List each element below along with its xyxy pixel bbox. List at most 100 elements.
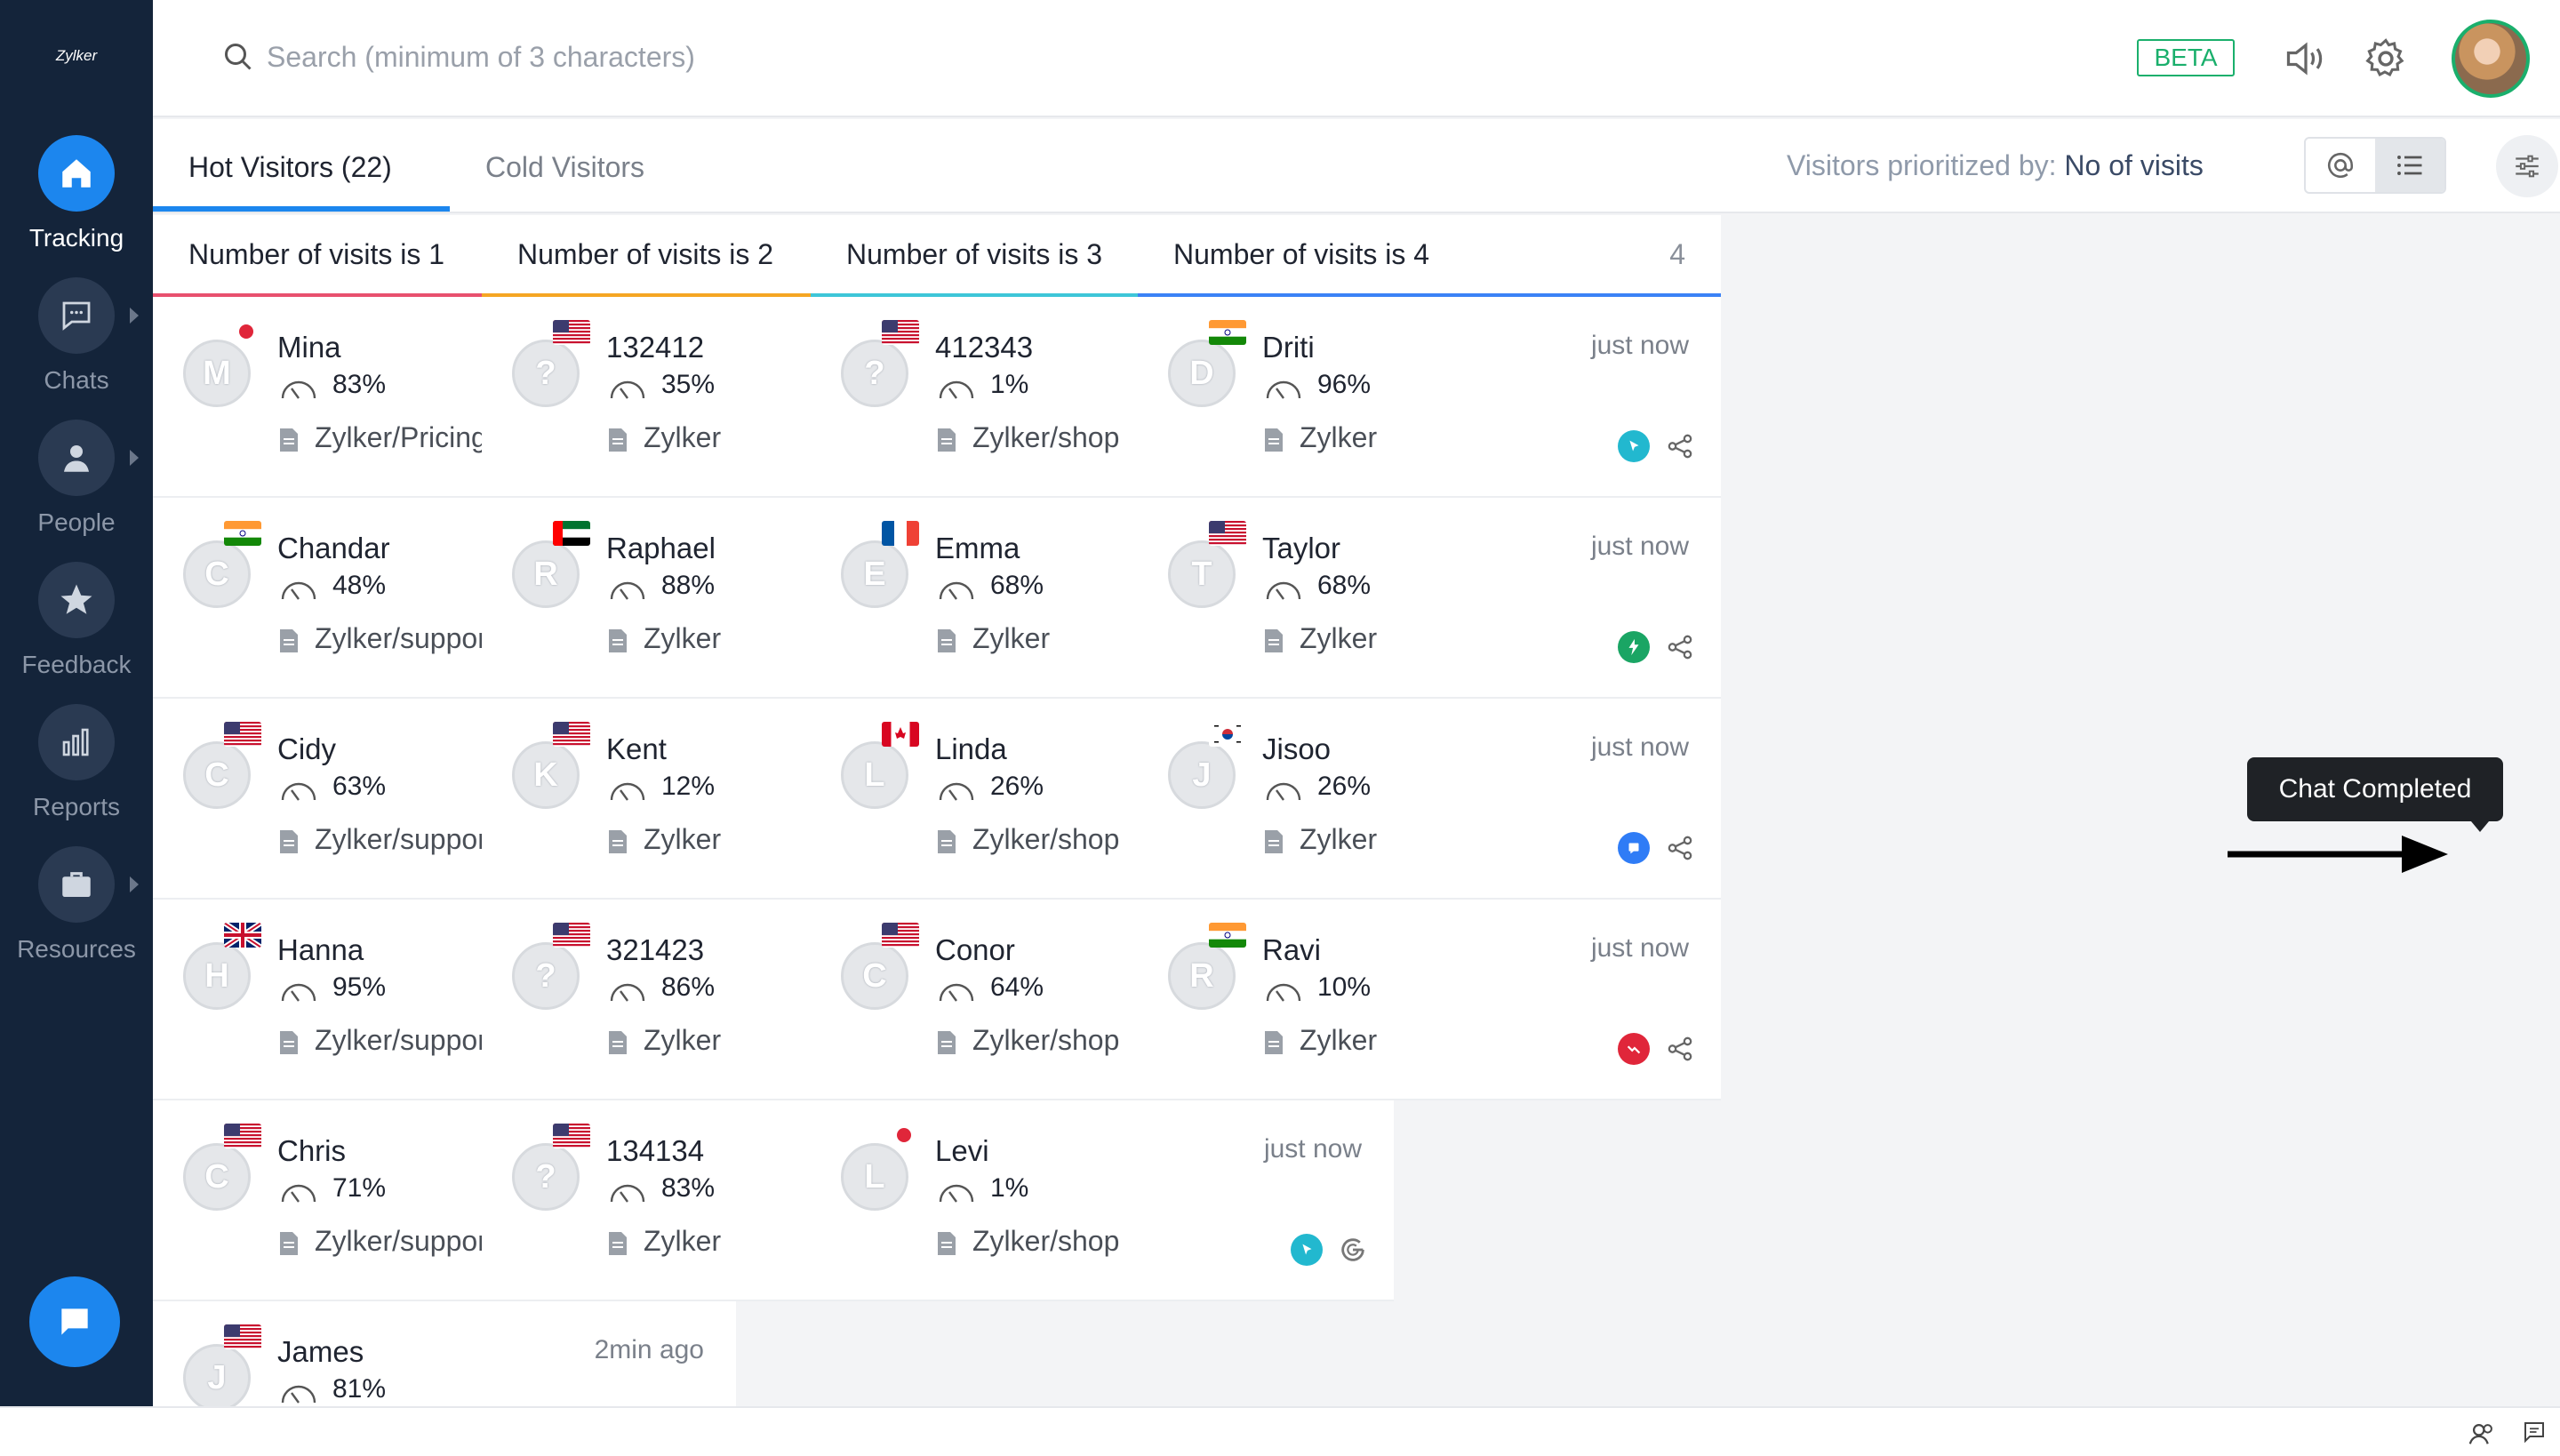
visitor-score: 26% xyxy=(990,772,1044,801)
visitor-avatar: ? xyxy=(512,1143,580,1211)
visitor-page[interactable]: Zylker/shop xyxy=(972,1024,1120,1056)
expand-caret-icon[interactable] xyxy=(130,308,139,324)
gauge-icon xyxy=(281,581,316,600)
page-icon xyxy=(280,629,298,652)
visitor-avatar: D xyxy=(1168,340,1236,407)
search-input[interactable] xyxy=(267,34,1067,80)
visitor-page[interactable]: Zylker xyxy=(1300,823,1378,855)
gauge-icon xyxy=(1266,380,1301,399)
message-icon[interactable] xyxy=(2521,1419,2548,1445)
tab-cold-visitors[interactable]: Cold Visitors xyxy=(485,151,645,183)
gear-icon[interactable] xyxy=(2363,36,2409,82)
visitor-page[interactable]: Zylker/support xyxy=(315,1024,495,1056)
flag-us-icon xyxy=(882,320,919,345)
google-icon[interactable] xyxy=(1335,1232,1371,1268)
visitor-page[interactable]: Zylker xyxy=(644,1225,722,1257)
visitor-board: Number of visits is 16MMina1min ago83%Zy… xyxy=(153,215,2560,1408)
missed-chat-icon[interactable] xyxy=(1618,1033,1650,1065)
page-icon xyxy=(609,629,627,652)
visitor-card[interactable]: R Ravi just now 10% Zylker xyxy=(1138,900,1721,1100)
visitor-avatar: ? xyxy=(841,340,908,407)
sidebar-item-tracking[interactable]: Tracking xyxy=(0,135,153,268)
visitor-name: 412343 xyxy=(935,331,1034,364)
visitor-page[interactable]: Zylker/support xyxy=(315,1225,495,1257)
visitor-name: Jisoo xyxy=(1262,732,1332,765)
visitor-card[interactable]: L Levi just now 1% Zylker/shop xyxy=(811,1100,1394,1301)
visitor-page[interactable]: Zylker/support xyxy=(315,622,495,654)
visitor-score: 35% xyxy=(661,370,716,399)
bar-chart-icon-circle xyxy=(38,704,115,780)
filter-button[interactable] xyxy=(2496,135,2558,197)
flag-us-icon xyxy=(1209,521,1246,546)
column-title: Number of visits is 2 xyxy=(517,238,774,270)
column-header: Number of visits is 4 4 xyxy=(1138,215,1721,297)
page-icon xyxy=(280,830,298,853)
share-icon[interactable] xyxy=(1662,629,1698,665)
visitor-avatar: L xyxy=(841,1143,908,1211)
column-title: Number of visits is 3 xyxy=(846,238,1103,270)
visitors-icon[interactable] xyxy=(2468,1419,2498,1449)
visitor-card[interactable]: T Taylor just now 68% Zylker xyxy=(1138,498,1721,699)
sidebar-item-people[interactable]: People xyxy=(0,420,153,553)
visitor-page[interactable]: Zylker/support xyxy=(315,823,495,855)
visitor-page[interactable]: Zylker/shop xyxy=(972,421,1120,453)
visitor-time: just now xyxy=(1590,732,1689,762)
gauge-icon xyxy=(1266,782,1301,801)
visitor-name: 132412 xyxy=(606,331,705,364)
sidebar-item-label: Chats xyxy=(44,366,109,394)
tab-hot-visitors[interactable]: Hot Visitors (22) xyxy=(188,151,392,183)
mention-view-button[interactable] xyxy=(2306,139,2375,192)
lightning-icon[interactable] xyxy=(1618,631,1650,663)
sidebar-item-resources[interactable]: Resources xyxy=(0,846,153,980)
visitor-page[interactable]: Zylker xyxy=(972,622,1051,654)
flag-kr-icon xyxy=(1209,722,1246,747)
page-icon xyxy=(1265,428,1283,452)
list-view-button[interactable] xyxy=(2375,139,2444,192)
chat-fab-button[interactable] xyxy=(29,1276,120,1367)
visitor-name: 134134 xyxy=(606,1134,705,1167)
priority-value[interactable]: No of visits xyxy=(2064,149,2204,181)
column-title: Number of visits is 4 xyxy=(1173,238,1430,270)
visitor-time: just now xyxy=(1263,1134,1362,1164)
visitor-page[interactable]: Zylker/Pricing xyxy=(315,421,487,453)
page-icon xyxy=(609,1031,627,1054)
visitor-page[interactable]: Zylker/shop xyxy=(972,823,1120,855)
visitor-page[interactable]: Zylker xyxy=(644,823,722,855)
flag-red-dot-icon xyxy=(896,1127,912,1143)
visitor-page[interactable]: Zylker xyxy=(1300,421,1378,453)
gauge-icon xyxy=(939,581,974,600)
visitor-page[interactable]: Zylker xyxy=(644,1024,722,1056)
star-icon-circle xyxy=(38,562,115,638)
visitor-page[interactable]: Zylker xyxy=(644,622,722,654)
flag-in-icon xyxy=(224,521,261,546)
at-icon xyxy=(2327,152,2354,178)
expand-caret-icon[interactable] xyxy=(130,450,139,466)
chat-completed-tooltip: Chat Completed xyxy=(2247,757,2503,832)
visitor-page[interactable]: Zylker xyxy=(1300,622,1378,654)
chat-completed-icon[interactable] xyxy=(1618,832,1650,864)
sidebar-item-reports[interactable]: Reports xyxy=(0,704,153,837)
share-icon[interactable] xyxy=(1662,428,1698,464)
sidebar-item-chats[interactable]: Chats xyxy=(0,277,153,411)
visitor-score: 26% xyxy=(1317,772,1372,801)
share-icon[interactable] xyxy=(1662,830,1698,866)
visitor-score: 95% xyxy=(332,972,387,1002)
visitor-avatar: C xyxy=(183,741,251,809)
cursor-icon[interactable] xyxy=(1618,430,1650,462)
visitor-name: Driti xyxy=(1262,331,1315,364)
share-icon[interactable] xyxy=(1662,1031,1698,1067)
visitor-page[interactable]: Zylker xyxy=(1300,1024,1378,1056)
visitor-card[interactable]: J James 2min ago 81% xyxy=(153,1301,736,1408)
visitor-page[interactable]: Zylker/shop xyxy=(972,1225,1120,1257)
sidebar-item-feedback[interactable]: Feedback xyxy=(0,562,153,695)
gauge-icon xyxy=(939,1184,974,1203)
visitor-card[interactable]: J Jisoo just now 26% Zylker xyxy=(1138,699,1721,900)
cursor-icon[interactable] xyxy=(1291,1234,1323,1266)
expand-caret-icon[interactable] xyxy=(130,876,139,892)
visitor-card[interactable]: D Driti just now 96% Zylker xyxy=(1138,297,1721,498)
gauge-icon xyxy=(1266,581,1301,600)
user-avatar[interactable] xyxy=(2452,20,2530,98)
visitor-score: 96% xyxy=(1317,370,1372,399)
speaker-icon[interactable] xyxy=(2283,36,2329,82)
visitor-page[interactable]: Zylker xyxy=(644,421,722,453)
